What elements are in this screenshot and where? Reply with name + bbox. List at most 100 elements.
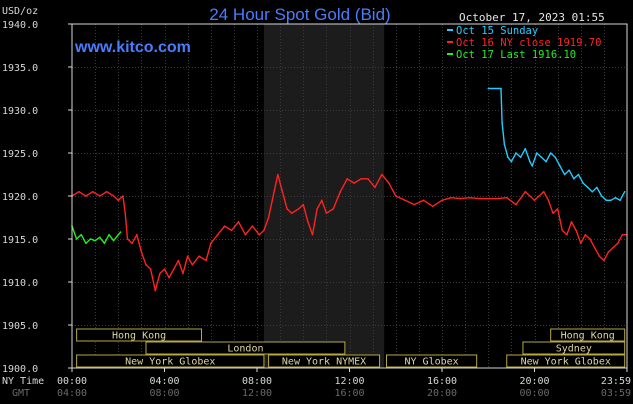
series-point <box>177 259 180 262</box>
series-point <box>122 195 124 197</box>
series-point <box>404 199 406 202</box>
series-point <box>154 289 157 292</box>
series-point <box>136 233 138 236</box>
series-point <box>515 203 517 206</box>
x-tick-label-gmt: 04:00 <box>57 388 87 399</box>
series-point <box>290 212 293 214</box>
series-point <box>441 199 443 202</box>
y-tick-label: 1905.0 <box>2 321 38 332</box>
x-tick-label-gmt: 12:00 <box>242 388 272 399</box>
brand-link[interactable]: www.kitco.com <box>74 39 191 56</box>
y-axis-label: USD/oz <box>2 6 38 17</box>
series-point <box>205 259 207 262</box>
series-point <box>346 178 349 180</box>
series-point <box>117 233 120 236</box>
series-point <box>543 190 545 193</box>
series-point <box>381 173 383 176</box>
series-point <box>501 122 503 124</box>
series-point <box>575 229 577 232</box>
series-point <box>126 238 129 240</box>
series-point <box>325 212 328 214</box>
series-point <box>524 147 527 150</box>
x-tick-label-ny: 16:00 <box>427 376 457 387</box>
session-box <box>76 354 265 368</box>
series-point <box>80 233 83 236</box>
series-point <box>92 190 94 193</box>
series-point <box>524 190 527 193</box>
series-point <box>570 221 573 223</box>
series-point <box>607 251 610 253</box>
trading-sessions: Hong Kong Hong Kong London Sydney New York G… <box>76 328 626 368</box>
x-tick-label-ny: 23:59 <box>601 376 631 387</box>
series-point <box>85 195 87 197</box>
session-box <box>522 341 626 355</box>
y-tick-label: 1935.0 <box>2 63 38 74</box>
series-point <box>469 196 471 199</box>
series-point <box>538 195 540 197</box>
session-box <box>268 354 381 368</box>
series-point <box>563 173 566 176</box>
series-point <box>580 242 582 245</box>
y-tick-label: 1925.0 <box>2 149 38 160</box>
series-point <box>159 272 161 275</box>
series-point <box>186 255 189 257</box>
x-axis-title-gmt: GMT <box>12 388 30 399</box>
x-tick-label-gmt: 00:00 <box>519 388 549 399</box>
series-point <box>124 212 126 214</box>
x-tick-label-ny: 00:00 <box>57 376 87 387</box>
series-point <box>332 208 335 210</box>
price-series <box>71 87 627 292</box>
series-point <box>566 233 568 236</box>
y-tick-label: 1900.0 <box>2 364 38 375</box>
series-point <box>623 190 626 193</box>
series-point <box>302 203 305 206</box>
series-point <box>108 233 110 236</box>
series-point <box>267 216 270 219</box>
session-label: New York NYMEX <box>282 357 366 368</box>
series-point <box>78 190 80 193</box>
x-tick-label-ny: 12:00 <box>334 376 364 387</box>
series-point <box>603 259 605 262</box>
x-tick-label-ny: 08:00 <box>242 376 272 387</box>
series-point <box>140 251 143 253</box>
series-point <box>413 203 416 206</box>
legend-entry: Oct 16 NY close 1919.70 <box>456 37 601 49</box>
session-label: London <box>227 344 263 355</box>
series-point <box>339 190 342 193</box>
series-point <box>552 212 554 214</box>
series-point <box>94 239 96 242</box>
x-tick-label-ny: 20:00 <box>519 376 549 387</box>
series-point <box>614 196 617 199</box>
series-point <box>251 225 254 227</box>
series-point <box>311 233 314 236</box>
legend-entry: Oct 15 Sunday <box>456 25 538 37</box>
series-point <box>547 199 550 202</box>
series-point <box>388 182 390 184</box>
series-point <box>621 233 624 236</box>
series-point <box>117 199 120 202</box>
series-point <box>119 231 122 233</box>
series-point <box>610 199 612 202</box>
y-tick-label: 1920.0 <box>2 192 38 203</box>
series-point <box>459 197 462 200</box>
series-point <box>487 87 490 90</box>
series-point <box>163 268 166 270</box>
series-point <box>395 195 397 197</box>
series-point <box>496 197 499 200</box>
series-point <box>198 255 200 257</box>
series-point <box>237 221 240 223</box>
session-box <box>76 328 202 342</box>
y-tick-label: 1940.0 <box>2 20 38 31</box>
series-point <box>173 268 175 270</box>
x-tick-label-ny: 04:00 <box>149 376 179 387</box>
series-point <box>297 208 300 210</box>
series-point <box>556 208 559 210</box>
series-point <box>374 186 376 189</box>
chart-timestamp: October 17, 2023 01:55 <box>459 11 605 24</box>
y-axis: 1940.0 1935.0 1930.0 1925.0 1920.0 1915.0 1910… <box>2 20 72 375</box>
series-point <box>598 255 601 257</box>
series-point <box>85 242 87 245</box>
series-point <box>210 242 212 245</box>
series-point <box>591 190 594 193</box>
